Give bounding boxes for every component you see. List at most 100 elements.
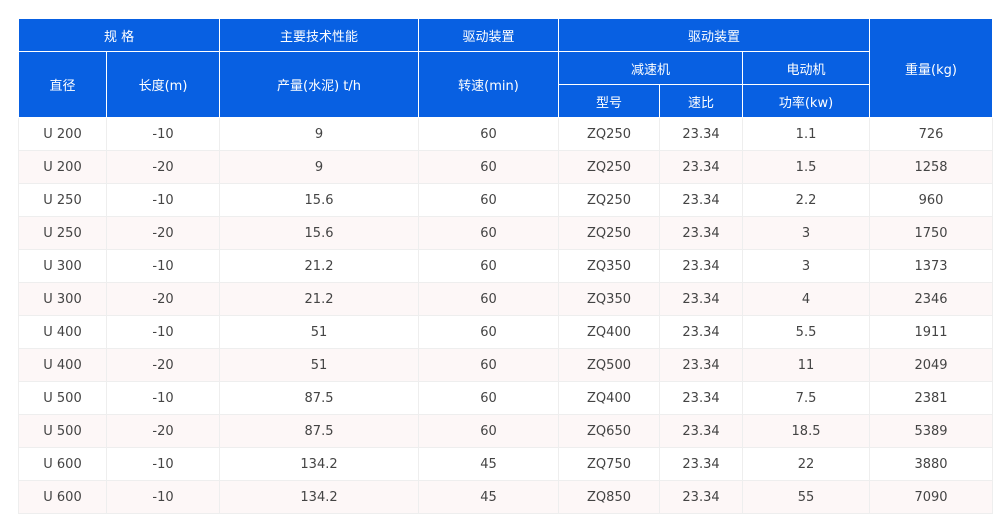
header-motor: 电动机 [742,51,871,85]
table-cell: 23.34 [659,249,744,283]
header-tech: 主要技术性能 [219,18,420,52]
table-cell: ZQ500 [558,348,661,382]
header-power: 功率(kw) [742,84,871,118]
table-cell: ZQ250 [558,183,661,217]
table-cell: 60 [418,315,560,349]
table-cell: ZQ350 [558,282,661,316]
table-cell: ZQ350 [558,249,661,283]
table-cell: 60 [418,414,560,448]
table-row: U 500 -10 87.5 60 ZQ400 23.34 7.5 2381 [18,381,994,415]
header-drive: 驱动装置 [418,18,560,52]
table-cell: 45 [418,480,560,514]
table-cell: 60 [418,348,560,382]
table-cell: -10 [105,249,221,283]
table-cell: U 200 [18,117,107,151]
table-cell: U 600 [18,447,107,481]
table-row: U 500 -20 87.5 60 ZQ650 23.34 18.5 5389 [18,414,994,448]
table-cell: ZQ850 [558,480,661,514]
table-cell: 2049 [869,348,994,382]
table-cell: 1258 [869,150,994,184]
table-cell: 1.1 [742,117,871,151]
table-cell: 15.6 [219,216,420,250]
table-cell: 9 [219,150,420,184]
table-cell: 1911 [869,315,994,349]
table-cell: 23.34 [659,447,744,481]
header-output: 产量(水泥) t/h [219,51,420,118]
table-cell: ZQ400 [558,381,661,415]
table-cell: 2346 [869,282,994,316]
table-cell: -20 [105,348,221,382]
table-cell: 51 [219,348,420,382]
table-cell: ZQ750 [558,447,661,481]
table-cell: 23.34 [659,183,744,217]
table-cell: U 400 [18,315,107,349]
table-cell: 9 [219,117,420,151]
table-cell: 7090 [869,480,994,514]
table-cell: 3880 [869,447,994,481]
table-cell: 11 [742,348,871,382]
table-cell: ZQ250 [558,150,661,184]
header-reducer: 减速机 [558,51,744,85]
spec-table: 规 格 主要技术性能 驱动装置 驱动装置 重量(kg) 直径 长度(m) 产量(… [17,18,994,514]
table-cell: 21.2 [219,282,420,316]
table-cell: 960 [869,183,994,217]
table-cell: 2381 [869,381,994,415]
header-model: 型号 [558,84,661,118]
table-cell: U 200 [18,150,107,184]
header-drive-group: 驱动装置 [558,18,871,52]
table-row: U 300 -10 21.2 60 ZQ350 23.34 3 1373 [18,249,994,283]
table-row: U 400 -20 51 60 ZQ500 23.34 11 2049 [18,348,994,382]
table-cell: U 400 [18,348,107,382]
table-cell: 23.34 [659,216,744,250]
table-cell: U 600 [18,480,107,514]
table-cell: U 250 [18,183,107,217]
table-cell: U 250 [18,216,107,250]
table-cell: 60 [418,150,560,184]
table-cell: -10 [105,183,221,217]
table-cell: -20 [105,150,221,184]
table-cell: U 500 [18,381,107,415]
table-cell: ZQ650 [558,414,661,448]
table-cell: 5389 [869,414,994,448]
table-cell: 2.2 [742,183,871,217]
table-row: U 200 -10 9 60 ZQ250 23.34 1.1 726 [18,117,994,151]
table-cell: ZQ400 [558,315,661,349]
table-cell: 22 [742,447,871,481]
header-ratio: 速比 [659,84,744,118]
table-cell: 1750 [869,216,994,250]
table-row: U 300 -20 21.2 60 ZQ350 23.34 4 2346 [18,282,994,316]
table-cell: 23.34 [659,348,744,382]
table-cell: 60 [418,216,560,250]
table-cell: -10 [105,117,221,151]
table-cell: U 300 [18,282,107,316]
table-row: U 400 -10 51 60 ZQ400 23.34 5.5 1911 [18,315,994,349]
table-cell: 3 [742,216,871,250]
table-cell: 3 [742,249,871,283]
header-spec: 规 格 [17,18,221,52]
table-cell: 45 [418,447,560,481]
table-cell: 18.5 [742,414,871,448]
table-cell: 7.5 [742,381,871,415]
table-cell: -20 [105,414,221,448]
table-row: U 250 -10 15.6 60 ZQ250 23.34 2.2 960 [18,183,994,217]
table-cell: 60 [418,117,560,151]
table-cell: -20 [105,216,221,250]
table-cell: 23.34 [659,381,744,415]
table-cell: ZQ250 [558,216,661,250]
table-cell: ZQ250 [558,117,661,151]
table-cell: 60 [418,249,560,283]
header-diameter: 直径 [18,51,107,118]
table-cell: 87.5 [219,414,420,448]
table-cell: 726 [869,117,994,151]
table-cell: 23.34 [659,315,744,349]
table-cell: -10 [105,381,221,415]
table-cell: 15.6 [219,183,420,217]
table-cell: U 300 [18,249,107,283]
table-cell: 87.5 [219,381,420,415]
table-cell: 21.2 [219,249,420,283]
table-cell: 1373 [869,249,994,283]
table-cell: 134.2 [219,447,420,481]
table-cell: 60 [418,381,560,415]
table-cell: -10 [105,447,221,481]
table-cell: 23.34 [659,480,744,514]
